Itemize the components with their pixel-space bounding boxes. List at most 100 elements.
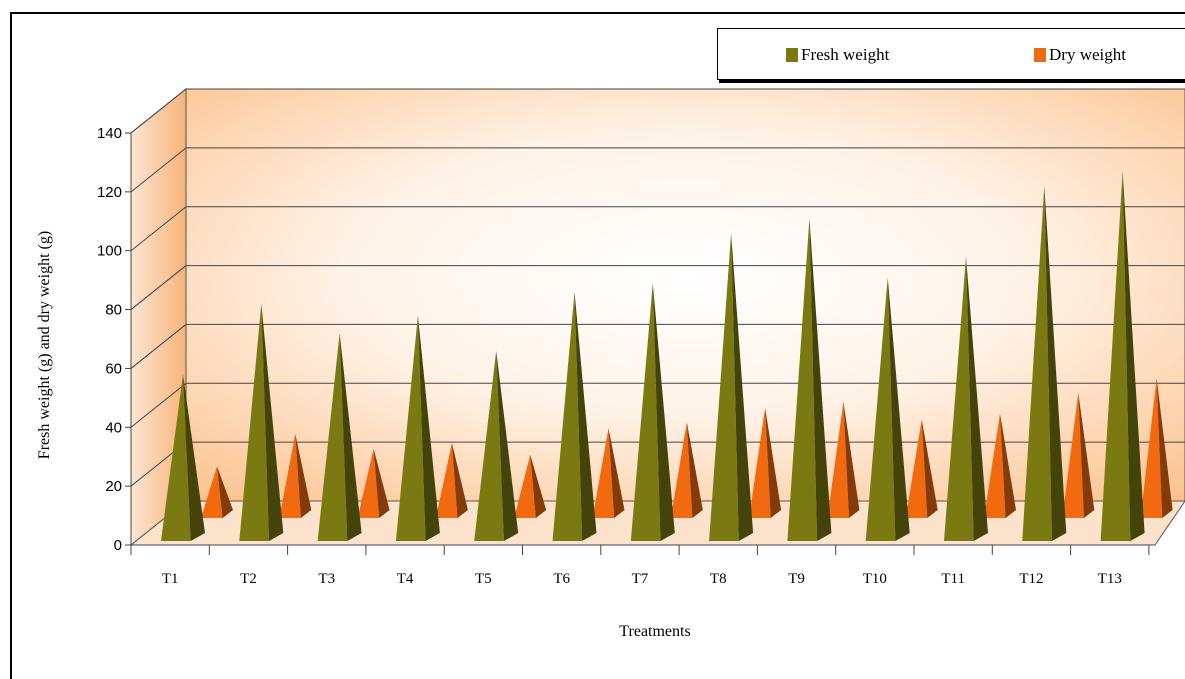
- fresh-weight-cone: [474, 350, 519, 541]
- dry-weight-cone: [435, 442, 468, 518]
- x-tick-label: T10: [863, 571, 887, 587]
- dry-weight-cone-face-left: [1140, 378, 1163, 518]
- y-tick-label: 40: [105, 419, 122, 436]
- fresh-weight-cone: [1100, 171, 1145, 541]
- fresh-weight-cone-face-left: [630, 283, 661, 541]
- dry-weight-cone: [357, 448, 390, 518]
- fresh-weight-cone: [709, 233, 754, 542]
- dry-weight-cone-face-left: [201, 466, 223, 518]
- x-tick-label: T2: [240, 571, 257, 587]
- fresh-weight-cone-face-left: [239, 303, 269, 541]
- x-tick-label: T5: [475, 571, 492, 587]
- fresh-weight-cone-face-right: [652, 283, 675, 541]
- dry-weight-cone: [984, 413, 1016, 518]
- dry-weight-cone-face-right: [1078, 392, 1095, 518]
- dry-weight-cone-face-right: [373, 448, 390, 518]
- dry-weight-cone: [201, 466, 233, 518]
- dry-weight-cone-face-right: [530, 454, 547, 518]
- fresh-weight-cone: [239, 303, 284, 541]
- fresh-weight-cone-face-left: [161, 374, 191, 541]
- legend-swatch-fresh-weight: [786, 48, 798, 62]
- y-tick-label: 140: [97, 125, 122, 142]
- fresh-weight-cone-face-left: [395, 315, 426, 541]
- fresh-weight-cone: [395, 315, 440, 541]
- fresh-weight-cone-face-left: [787, 218, 818, 542]
- legend: Fresh weight Dry weight: [717, 28, 1185, 80]
- dry-weight-cone: [514, 454, 547, 518]
- fresh-weight-cone-face-right: [1122, 171, 1145, 541]
- dry-weight-cone-face-right: [608, 428, 625, 518]
- fresh-weight-cone-face-left: [474, 350, 504, 541]
- dry-weight-cone-face-left: [592, 428, 615, 518]
- legend-item-dry-weight: Dry weight: [1034, 45, 1126, 65]
- dry-weight-cone-face-left: [984, 413, 1006, 518]
- legend-label-fresh-weight: Fresh weight: [801, 45, 890, 64]
- fresh-weight-cone-face-right: [574, 291, 597, 541]
- fresh-weight-cone-face-left: [552, 291, 583, 541]
- y-tick-label: 120: [97, 184, 122, 201]
- fresh-weight-cone-face-right: [731, 233, 754, 542]
- fresh-weight-cone-face-left: [317, 333, 348, 541]
- x-tick-label: T11: [941, 571, 965, 587]
- fresh-weight-cone-face-right: [496, 350, 519, 541]
- fresh-weight-cone-face-left: [709, 233, 739, 542]
- dry-weight-cone-face-left: [435, 442, 458, 518]
- fresh-weight-cone: [552, 291, 597, 541]
- x-tick-label: T6: [553, 571, 570, 587]
- dry-weight-cone-face-right: [295, 434, 312, 518]
- gridline-side: [130, 88, 187, 134]
- fresh-weight-cone-face-right: [183, 374, 205, 541]
- chart-frame: [10, 12, 1185, 679]
- fresh-weight-cone: [317, 333, 362, 541]
- fresh-weight-cone-face-right: [1044, 185, 1067, 541]
- fresh-weight-cone-face-left: [1100, 171, 1131, 541]
- dry-weight-cone-face-right: [686, 422, 703, 518]
- dry-weight-cone-face-right: [217, 466, 233, 518]
- dry-weight-cone-face-left: [827, 401, 849, 518]
- dry-weight-cone: [827, 401, 860, 518]
- gridline-side: [130, 147, 187, 193]
- y-tick-label: 80: [105, 302, 122, 319]
- dry-weight-cone: [749, 407, 782, 518]
- dry-weight-cone-face-right: [451, 442, 468, 518]
- x-tick-label: T13: [1098, 571, 1122, 587]
- legend-label-dry-weight: Dry weight: [1049, 45, 1126, 64]
- x-tick-label: T12: [1019, 571, 1043, 587]
- fresh-weight-cone: [944, 256, 988, 541]
- fresh-weight-cone-face-right: [887, 277, 910, 541]
- dry-weight-cone-face-left: [279, 434, 301, 518]
- x-axis: T1 T2 T3 T4 T5 T6 T7 T8 T9 T10 T11 T12 T13: [130, 544, 1155, 587]
- dry-weight-cone: [1140, 378, 1173, 518]
- y-axis-label: Fresh weight (g) and dry weight (g): [36, 231, 53, 459]
- gridline-side: [130, 382, 187, 428]
- fresh-weight-cone: [630, 283, 675, 541]
- gridline-side: [130, 324, 187, 369]
- fresh-weight-cone: [161, 374, 205, 541]
- fresh-weight-cone: [1022, 185, 1067, 541]
- x-tick-label: T7: [632, 571, 649, 587]
- dry-weight-cone-face-right: [843, 401, 860, 518]
- x-tick-label: T8: [710, 571, 727, 587]
- dry-weight-cone-face-left: [514, 454, 536, 518]
- gridline-side: [130, 206, 187, 252]
- plot-marks: [161, 171, 1173, 542]
- gridline-side: [130, 265, 187, 310]
- fresh-weight-cone-face-left: [1022, 185, 1052, 541]
- dry-weight-cone: [279, 434, 312, 518]
- dry-weight-cone-face-left: [1062, 392, 1084, 518]
- legend-item-fresh-weight: Fresh weight: [786, 45, 889, 65]
- dry-weight-cone-face-right: [1156, 378, 1173, 518]
- x-tick-label: T9: [788, 571, 805, 587]
- fresh-weight-cone-face-right: [966, 256, 988, 541]
- dry-weight-cone-face-right: [1000, 413, 1016, 518]
- fresh-weight-cone-face-right: [809, 218, 832, 542]
- y-axis: 0 20 40 60 80 100 120 140: [97, 125, 132, 554]
- y-tick-label: 100: [97, 243, 122, 260]
- dry-weight-cone-face-left: [357, 448, 380, 518]
- dry-weight-cone: [670, 422, 703, 518]
- fresh-weight-cone: [865, 277, 910, 541]
- fresh-weight-cone-face-left: [865, 277, 896, 541]
- dry-weight-cone: [1062, 392, 1095, 518]
- dry-weight-cone: [905, 419, 938, 518]
